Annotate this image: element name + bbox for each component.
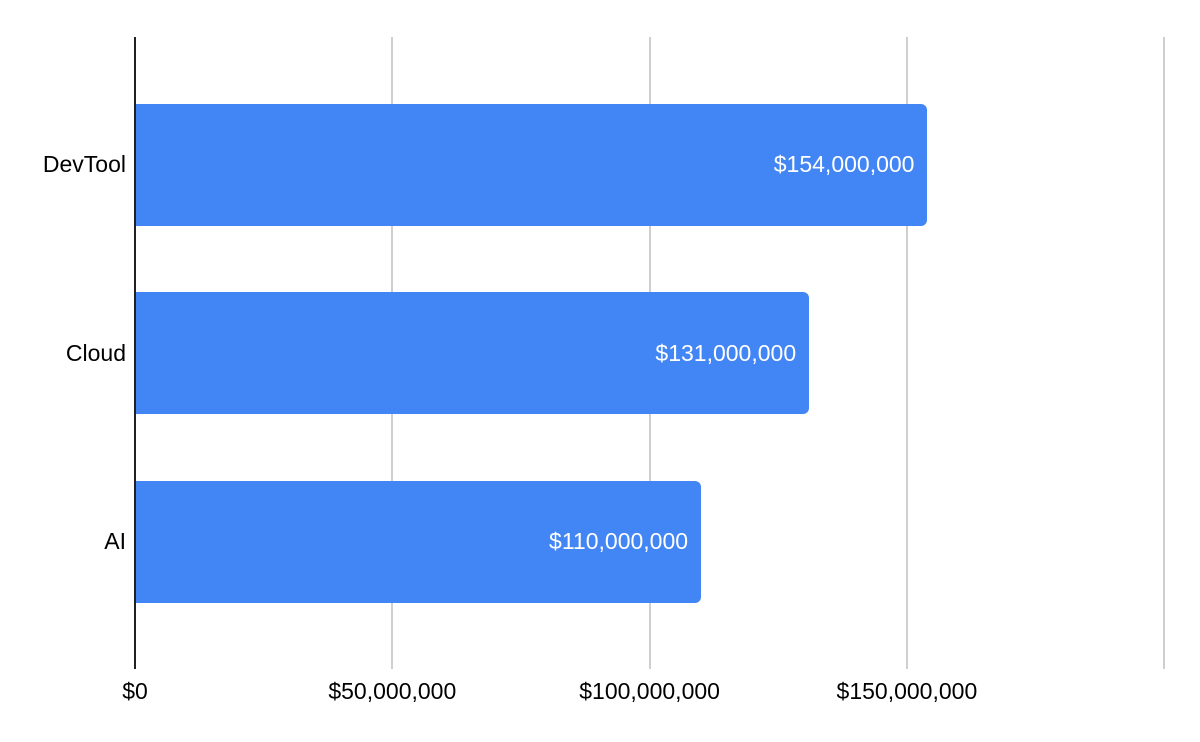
x-tick-label: $50,000,000 (328, 678, 457, 704)
bar-devtool: $154,000,000 (136, 103, 928, 226)
gridline (905, 37, 908, 669)
bar-value-label: $110,000,000 (549, 528, 689, 554)
y-axis-line (134, 37, 136, 669)
bar-value-label: $131,000,000 (655, 339, 797, 366)
category-label-cloud: Cloud (65, 339, 126, 366)
gridline (1163, 37, 1166, 669)
x-tick-label: $0 (122, 678, 148, 704)
x-tick-label: $100,000,000 (579, 678, 720, 704)
category-label-ai: AI (104, 528, 126, 554)
bar-cloud: $131,000,000 (136, 292, 810, 414)
bar-ai: $110,000,000 (136, 480, 702, 603)
bar-value-label: $154,000,000 (773, 151, 915, 177)
x-tick-label: $150,000,000 (836, 678, 978, 704)
category-label-devtool: DevTool (42, 151, 126, 177)
